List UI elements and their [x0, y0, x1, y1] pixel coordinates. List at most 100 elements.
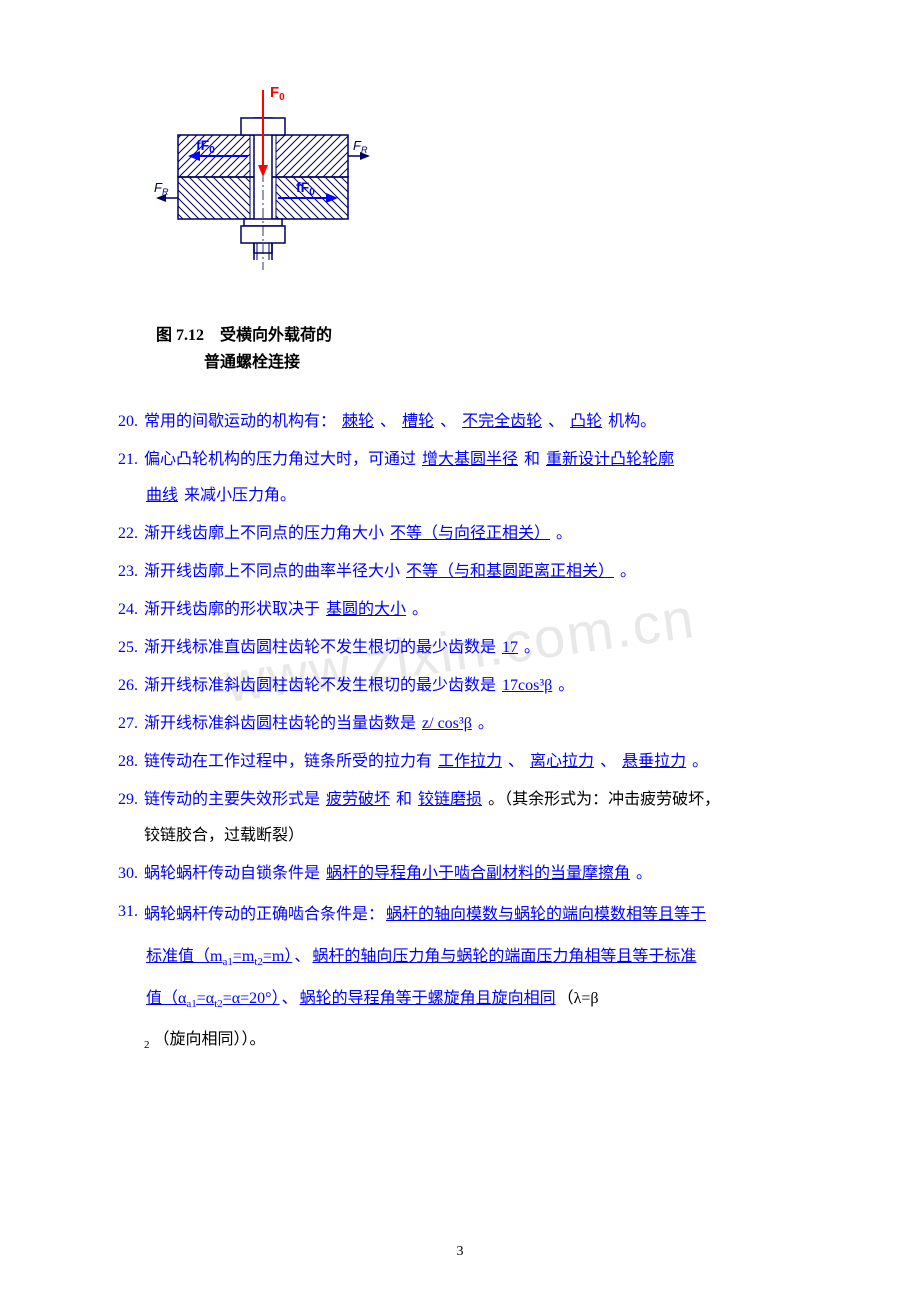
text: （旋向相同））。: [154, 1031, 266, 1048]
text: 、: [380, 413, 396, 430]
text: 。: [524, 639, 540, 656]
item-27: 27. 渐开线标准斜齿圆柱齿轮的当量齿数是 z/ cos³β 。: [110, 706, 810, 742]
text: 蜗轮蜗杆传动的正确啮合条件是：: [144, 906, 384, 923]
item-text: 链传动在工作过程中，链条所受的拉力有 工作拉力 、 离心拉力 、 悬垂拉力 。: [144, 744, 810, 780]
blank: 基圆的大小: [324, 601, 408, 618]
sub: a1: [222, 956, 232, 968]
text: 链传动在工作过程中，链条所受的拉力有: [144, 753, 432, 770]
text: 、: [548, 413, 564, 430]
item-text: 渐开线标准斜齿圆柱齿轮不发生根切的最少齿数是 17cos³β 。: [144, 668, 810, 704]
text: 、: [600, 753, 616, 770]
blank: 蜗杆的导程角小于啮合副材料的当量摩擦角: [324, 865, 632, 882]
item-text: 渐开线齿廓上不同点的压力角大小 不等（与向径正相关） 。: [144, 516, 810, 552]
text: 链传动的主要失效形式是: [144, 791, 320, 808]
item-text: 链传动的主要失效形式是 疲劳破坏 和 铰链磨损 。（其余形式为：冲击疲劳破坏， …: [144, 782, 810, 854]
item-number: 20.: [110, 404, 144, 440]
text: =α: [197, 990, 214, 1007]
text: 。: [558, 677, 574, 694]
blank: 蜗杆的轴向压力角与蜗轮的端面压力角相等且等于标准: [310, 948, 698, 965]
item-number: 31.: [110, 894, 144, 1060]
item-number: 24.: [110, 592, 144, 628]
text: 机构。: [608, 413, 656, 430]
item-30: 30. 蜗轮蜗杆传动自锁条件是 蜗杆的导程角小于啮合副材料的当量摩擦角 。: [110, 856, 810, 892]
blank: z/ cos³β: [420, 715, 474, 732]
text: 常用的间歇运动的机构有：: [144, 413, 336, 430]
item-26: 26. 渐开线标准斜齿圆柱齿轮不发生根切的最少齿数是 17cos³β 。: [110, 668, 810, 704]
blank: 蜗杆的轴向模数与蜗轮的端向模数相等且等于: [384, 906, 708, 923]
item-text: 常用的间歇运动的机构有： 棘轮 、 槽轮 、 不完全齿轮 、 凸轮 机构。: [144, 404, 810, 440]
blank: 增大基圆半径: [420, 451, 520, 468]
text: 。（其余形式为：冲击疲劳破坏，: [488, 791, 720, 808]
item-number: 23.: [110, 554, 144, 590]
label-f0: F0: [270, 84, 285, 103]
item-text: 渐开线标准直齿圆柱齿轮不发生根切的最少齿数是 17 。: [144, 630, 810, 666]
item-31: 31. 蜗轮蜗杆传动的正确啮合条件是：蜗杆的轴向模数与蜗轮的端向模数相等且等于 …: [110, 894, 810, 1060]
item-21: 21. 偏心凸轮机构的压力角过大时，可通过 增大基圆半径 和 重新设计凸轮轮廓 …: [110, 442, 810, 514]
text: 渐开线齿廓上不同点的曲率半径大小: [144, 563, 400, 580]
figure-caption: 图 7.12 受横向外载荷的 普通螺栓连接: [156, 322, 810, 376]
text: =m: [233, 948, 254, 965]
blank: 铰链磨损: [416, 791, 484, 808]
label-fr-left: FR: [154, 180, 169, 197]
figure-block: F0 fF0 fF0 FR FR 图 7.12 受横向外载荷的 普通螺栓连接: [140, 80, 810, 376]
text: 。: [412, 601, 428, 618]
text: 、: [282, 990, 298, 1007]
figure-diagram: F0 fF0 fF0 FR FR: [148, 80, 378, 310]
text: 偏心凸轮机构的压力角过大时，可通过: [144, 451, 416, 468]
blank: 工作拉力: [436, 753, 504, 770]
item-24: 24. 渐开线齿廓的形状取决于 基圆的大小 。: [110, 592, 810, 628]
item-text: 蜗轮蜗杆传动的正确啮合条件是：蜗杆的轴向模数与蜗轮的端向模数相等且等于 标准值（…: [144, 894, 810, 1060]
item-number: 28.: [110, 744, 144, 780]
text: 蜗轮蜗杆传动自锁条件是: [144, 865, 320, 882]
blank: 凸轮: [568, 413, 604, 430]
item-number: 26.: [110, 668, 144, 704]
text: 渐开线标准斜齿圆柱齿轮不发生根切的最少齿数是: [144, 677, 496, 694]
blank: 17: [500, 639, 520, 656]
blank: 疲劳破坏: [324, 791, 392, 808]
item-number: 21.: [110, 442, 144, 514]
item-number: 22.: [110, 516, 144, 552]
item-20: 20. 常用的间歇运动的机构有： 棘轮 、 槽轮 、 不完全齿轮 、 凸轮 机构…: [110, 404, 810, 440]
page-content: F0 fF0 fF0 FR FR 图 7.12 受横向外载荷的 普通螺栓连接 2…: [110, 80, 810, 1061]
blank: 标准值（ma1=mt2=m）: [144, 948, 294, 965]
item-text: 渐开线标准斜齿圆柱齿轮的当量齿数是 z/ cos³β 。: [144, 706, 810, 742]
item-28: 28. 链传动在工作过程中，链条所受的拉力有 工作拉力 、 离心拉力 、 悬垂拉…: [110, 744, 810, 780]
text: 。: [620, 563, 636, 580]
text: 铰链胶合，过载断裂）: [144, 827, 304, 844]
sub: a1: [186, 998, 196, 1010]
sub: 2: [144, 1039, 150, 1051]
blank: 悬垂拉力: [620, 753, 688, 770]
item-25: 25. 渐开线标准直齿圆柱齿轮不发生根切的最少齿数是 17 。: [110, 630, 810, 666]
blank: 不等（与向径正相关）: [388, 525, 552, 542]
blank: 不等（与和基圆距离正相关）: [404, 563, 616, 580]
item-22: 22. 渐开线齿廓上不同点的压力角大小 不等（与向径正相关） 。: [110, 516, 810, 552]
blank: 槽轮: [400, 413, 436, 430]
text: 和: [396, 791, 412, 808]
text: 、: [508, 753, 524, 770]
blank: 蜗轮的导程角等于螺旋角且旋向相同: [298, 990, 558, 1007]
text: 来减小压力角。: [184, 487, 296, 504]
blank: 离心拉力: [528, 753, 596, 770]
text: 。: [556, 525, 572, 542]
text: 标准值（m: [146, 948, 222, 965]
item-text: 渐开线齿廓的形状取决于 基圆的大小 。: [144, 592, 810, 628]
text: 。: [478, 715, 494, 732]
text: 渐开线齿廓的形状取决于: [144, 601, 320, 618]
text: 。: [636, 865, 652, 882]
text: 、: [440, 413, 456, 430]
caption-line2: 普通螺栓连接: [204, 354, 300, 371]
text: 值（α: [146, 990, 186, 1007]
text: 、: [294, 948, 310, 965]
text: 。: [692, 753, 708, 770]
blank: 棘轮: [340, 413, 376, 430]
text: （λ=β: [558, 990, 599, 1007]
blank: 值（αa1=αt2=α=20°）: [144, 990, 282, 1007]
item-text: 偏心凸轮机构的压力角过大时，可通过 增大基圆半径 和 重新设计凸轮轮廓 曲线 来…: [144, 442, 810, 514]
text: =m）: [263, 948, 292, 965]
item-text: 渐开线齿廓上不同点的曲率半径大小 不等（与和基圆距离正相关） 。: [144, 554, 810, 590]
item-text: 蜗轮蜗杆传动自锁条件是 蜗杆的导程角小于啮合副材料的当量摩擦角 。: [144, 856, 810, 892]
blank: 重新设计凸轮轮廓: [544, 451, 676, 468]
sub: t2: [254, 956, 263, 968]
blank: 不完全齿轮: [460, 413, 544, 430]
text: 渐开线标准直齿圆柱齿轮不发生根切的最少齿数是: [144, 639, 496, 656]
